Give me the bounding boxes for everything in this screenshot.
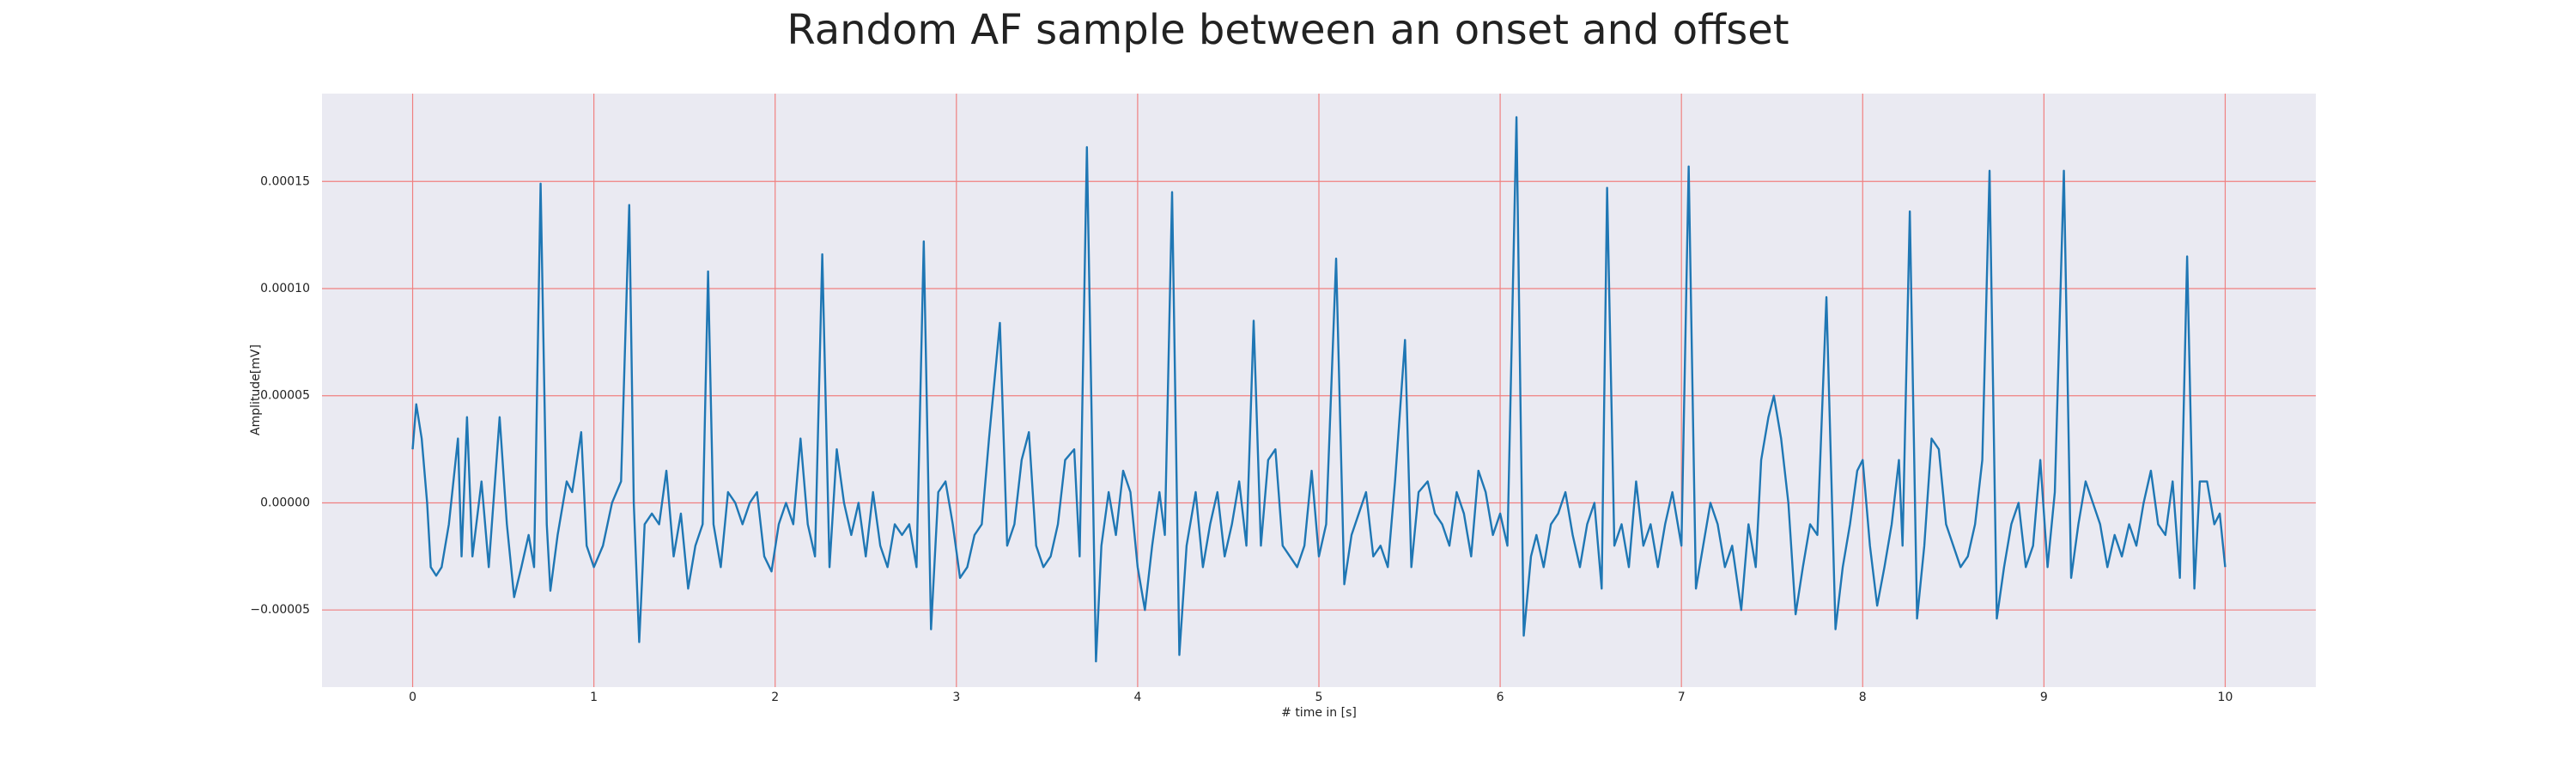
x-tick-label: 7 bbox=[1678, 691, 1686, 704]
chart-title: Random AF sample between an onset and of… bbox=[787, 6, 1789, 54]
x-tick-label: 5 bbox=[1315, 691, 1323, 704]
x-axis-label: # time in [s] bbox=[1281, 706, 1357, 720]
x-tick-label: 10 bbox=[2218, 691, 2233, 704]
y-tick-label: −0.00005 bbox=[250, 603, 310, 617]
x-tick-label: 1 bbox=[590, 691, 598, 704]
y-axis-label: Amplitude[mV] bbox=[249, 344, 263, 435]
y-tick-label: 0.00010 bbox=[260, 282, 310, 295]
x-tick-label: 8 bbox=[1859, 691, 1867, 704]
x-tick-label: 6 bbox=[1497, 691, 1504, 704]
signal-line bbox=[411, 116, 2227, 663]
x-tick-label: 2 bbox=[771, 691, 779, 704]
x-tick-label: 9 bbox=[2040, 691, 2048, 704]
y-tick-label: 0.00005 bbox=[260, 389, 310, 403]
x-tick-label: 4 bbox=[1133, 691, 1141, 704]
y-tick-label: 0.00000 bbox=[260, 496, 310, 509]
y-tick-label: 0.00015 bbox=[260, 174, 310, 188]
x-tick-label: 3 bbox=[952, 691, 960, 704]
x-tick-label: 0 bbox=[409, 691, 416, 704]
